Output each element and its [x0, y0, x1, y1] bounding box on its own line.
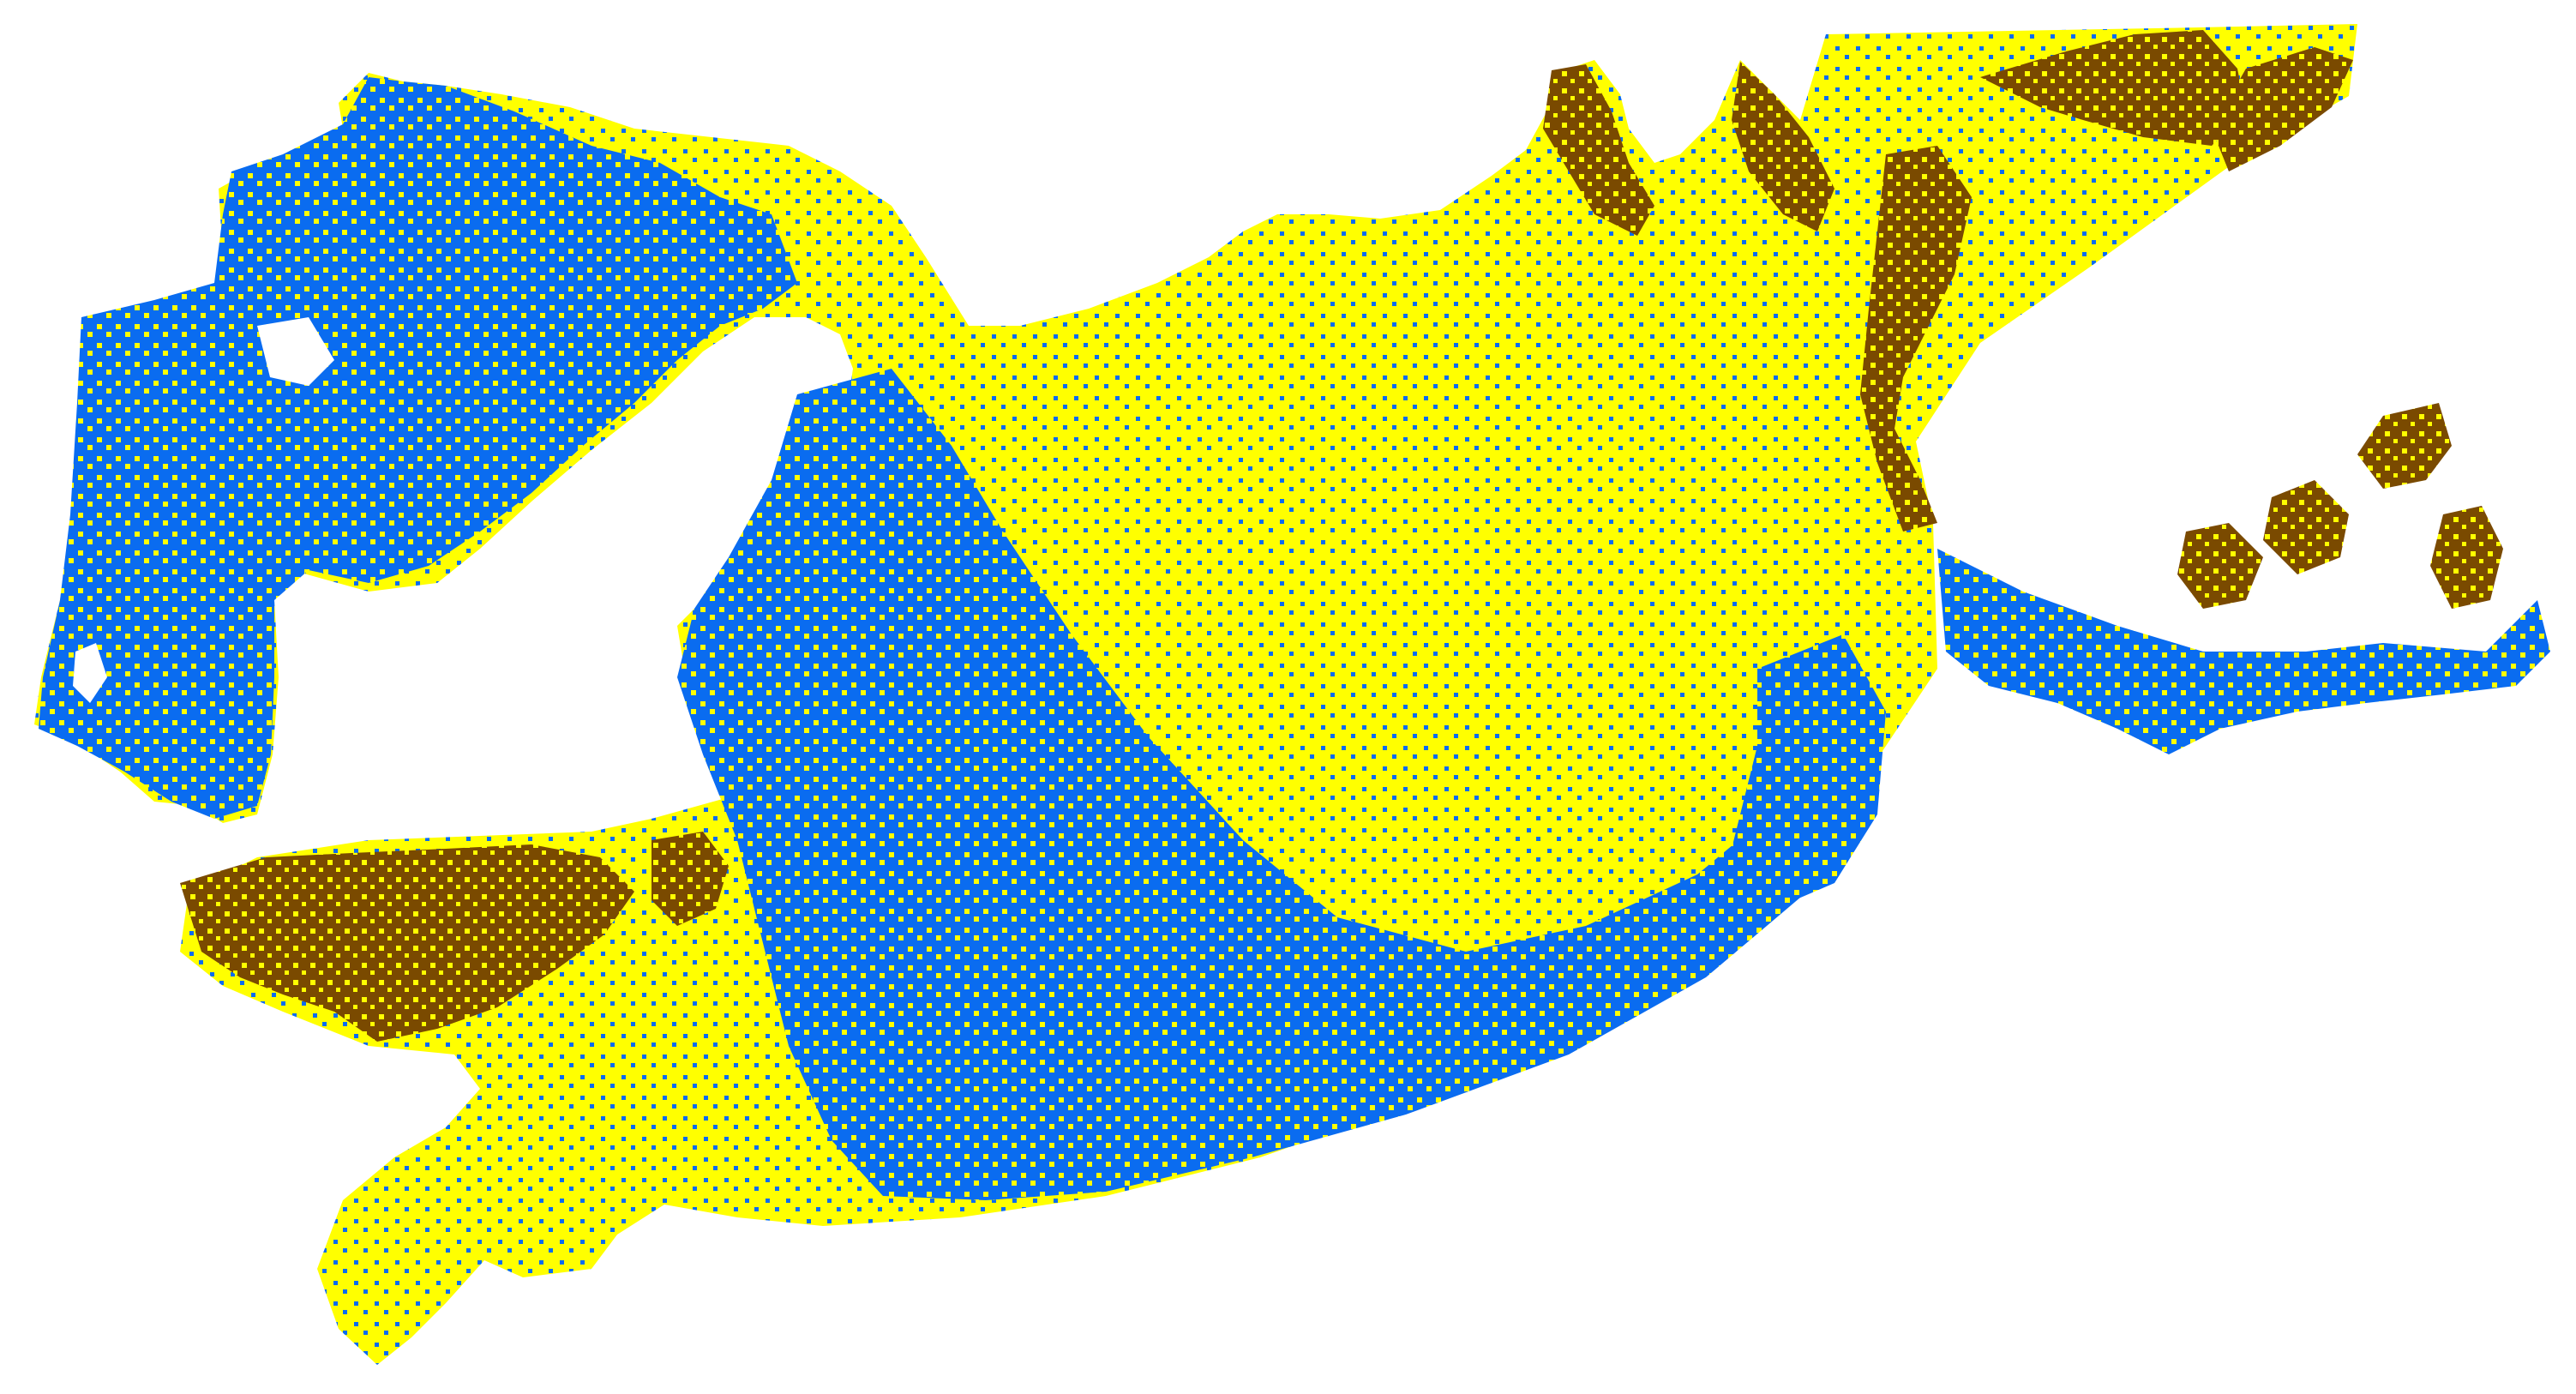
brown-west-region	[180, 844, 634, 1042]
blue-southeast-edge	[1723, 634, 1886, 909]
brown-northeast-region	[1860, 146, 1972, 532]
brown-northeast-region	[1732, 62, 1834, 231]
blue-southeast-arm	[1937, 549, 2550, 754]
blue-northwest-region	[39, 77, 797, 819]
blue-central-region	[677, 369, 1877, 1200]
brown-southeast-region	[2263, 480, 2349, 574]
brown-west-region-small	[652, 832, 729, 926]
brown-southeast-region	[2357, 403, 2452, 489]
white-interior-hole	[257, 317, 334, 386]
brown-northeast-region	[2212, 47, 2353, 171]
brown-northeast-region	[1980, 30, 2246, 146]
brown-northeast-region	[1543, 64, 1654, 236]
white-interior-hole	[73, 643, 107, 703]
brown-southeast-region	[2177, 523, 2263, 609]
brown-southeast-region	[2430, 506, 2503, 609]
